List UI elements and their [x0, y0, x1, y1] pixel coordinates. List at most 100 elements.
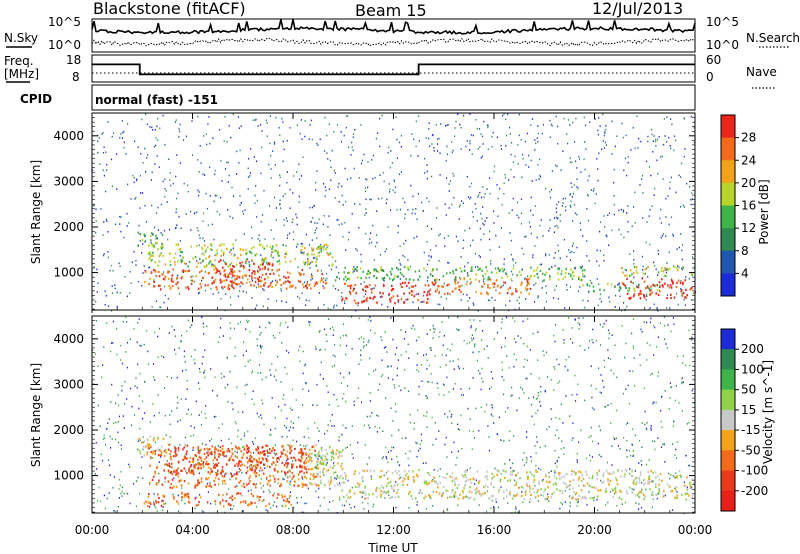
data-cell: [573, 141, 576, 143]
data-cell: [323, 303, 325, 306]
data-cell: [440, 296, 442, 298]
data-cell: [214, 278, 217, 281]
data-cell: [247, 188, 249, 190]
data-cell: [141, 118, 143, 121]
data-cell: [399, 268, 402, 271]
data-cell: [240, 125, 242, 127]
data-cell: [214, 477, 217, 480]
data-cell: [313, 475, 316, 479]
data-cell: [214, 466, 216, 469]
data-cell: [124, 380, 126, 383]
data-cell: [274, 337, 276, 339]
data-cell: [259, 326, 261, 328]
data-cell: [256, 304, 258, 307]
data-cell: [424, 495, 427, 498]
data-cell: [628, 297, 630, 300]
data-cell: [394, 180, 396, 183]
data-cell: [478, 480, 481, 483]
data-cell: [151, 452, 154, 455]
data-cell: [360, 359, 362, 361]
data-cell: [517, 201, 519, 204]
data-cell: [205, 443, 207, 446]
data-cell: [462, 239, 465, 242]
data-cell: [151, 126, 153, 129]
data-cell: [463, 114, 465, 117]
data-cell: [328, 483, 331, 486]
data-cell: [127, 183, 129, 186]
data-cell: [400, 171, 402, 173]
data-cell: [197, 466, 200, 469]
data-cell: [202, 322, 204, 325]
data-cell: [404, 281, 406, 284]
data-cell: [311, 253, 313, 256]
data-cell: [263, 189, 265, 192]
data-cell: [563, 117, 565, 120]
data-cell: [111, 285, 113, 287]
data-cell: [389, 497, 391, 500]
data-cell: [343, 376, 345, 379]
data-cell: [280, 451, 283, 454]
data-cell: [371, 287, 374, 290]
data-cell: [202, 173, 204, 176]
data-cell: [107, 121, 109, 123]
data-cell: [396, 157, 398, 159]
data-cell: [530, 159, 532, 162]
data-cell: [570, 473, 573, 476]
data-cell: [277, 482, 279, 485]
data-cell: [623, 302, 625, 304]
data-cell: [554, 434, 556, 437]
data-cell: [599, 293, 602, 296]
data-cell: [432, 505, 434, 507]
data-cell: [247, 482, 250, 485]
data-cell: [491, 477, 493, 480]
data-cell: [589, 497, 592, 500]
ytick-label: 4000: [53, 129, 84, 143]
data-cell: [129, 271, 131, 273]
data-cell: [675, 448, 677, 451]
data-cell: [493, 222, 495, 224]
data-cell: [323, 286, 325, 290]
data-cell: [598, 117, 600, 119]
data-cell: [353, 270, 355, 272]
data-cell: [570, 182, 572, 184]
data-cell: [398, 173, 401, 176]
data-cell: [163, 301, 165, 304]
data-cell: [675, 191, 677, 194]
data-cell: [563, 453, 565, 455]
data-cell: [248, 281, 251, 284]
data-cell: [192, 458, 194, 461]
data-cell: [468, 341, 471, 344]
data-cell: [483, 348, 485, 350]
data-cell: [166, 463, 168, 466]
data-cell: [613, 168, 615, 171]
data-cell: [377, 389, 379, 391]
data-cell: [435, 124, 437, 126]
data-cell: [386, 366, 389, 368]
data-cell: [529, 349, 531, 351]
data-cell: [273, 449, 276, 452]
data-cell: [138, 449, 141, 452]
data-cell: [535, 269, 538, 272]
data-cell: [467, 262, 469, 264]
data-cell: [664, 461, 666, 463]
data-cell: [321, 458, 324, 461]
data-cell: [247, 490, 249, 492]
data-cell: [652, 480, 655, 483]
data-cell: [339, 344, 341, 347]
data-cell: [556, 465, 558, 468]
data-cell: [323, 474, 325, 476]
data-cell: [308, 458, 311, 461]
data-cell: [348, 231, 350, 234]
data-cell: [333, 425, 335, 427]
data-cell: [261, 469, 264, 472]
data-cell: [591, 407, 593, 409]
data-cell: [571, 161, 573, 164]
data-cell: [486, 490, 488, 493]
data-cell: [393, 446, 395, 449]
data-cell: [276, 269, 279, 272]
data-cell: [125, 153, 127, 155]
data-cell: [405, 331, 407, 333]
data-cell: [365, 298, 368, 301]
data-cell: [549, 219, 551, 221]
data-cell: [289, 260, 292, 263]
